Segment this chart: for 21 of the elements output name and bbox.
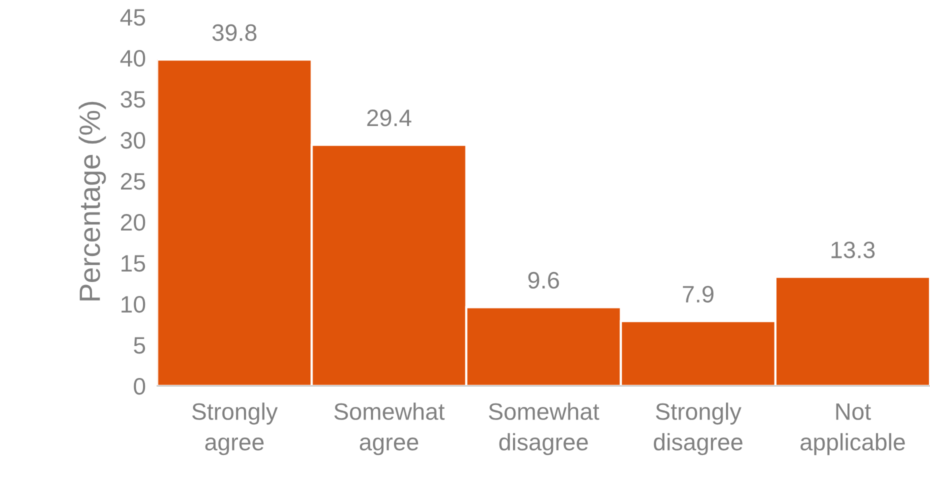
x-tick-label: Strongly agree xyxy=(192,402,278,456)
y-tick-label: 45 xyxy=(120,9,146,26)
y-axis-title: Percentage (%) xyxy=(78,102,106,300)
y-tick-label: 10 xyxy=(122,296,146,313)
x-tick-label: Somewhat agree xyxy=(334,402,445,456)
y-tick-label: 30 xyxy=(120,132,146,149)
y-tick-label: 35 xyxy=(120,90,146,108)
y-tick-label: 20 xyxy=(120,214,146,231)
y-tick-label: 15 xyxy=(122,255,146,272)
data-label: 29.4 xyxy=(367,110,412,126)
data-label: 39.8 xyxy=(212,24,256,41)
x-tick-label: Somewhat disagree xyxy=(488,402,600,456)
x-tick-label: Strongly disagree xyxy=(654,402,742,456)
y-tick-label: 0 xyxy=(134,378,146,395)
data-label: 7.9 xyxy=(682,286,714,303)
data-label: 9.6 xyxy=(528,272,559,289)
x-tick-label: Not applicable xyxy=(800,403,905,456)
data-label: 13.3 xyxy=(832,242,875,258)
y-tick-label: 40 xyxy=(120,50,146,67)
y-tick-label: 25 xyxy=(120,172,146,190)
y-tick-label: 5 xyxy=(134,337,146,354)
